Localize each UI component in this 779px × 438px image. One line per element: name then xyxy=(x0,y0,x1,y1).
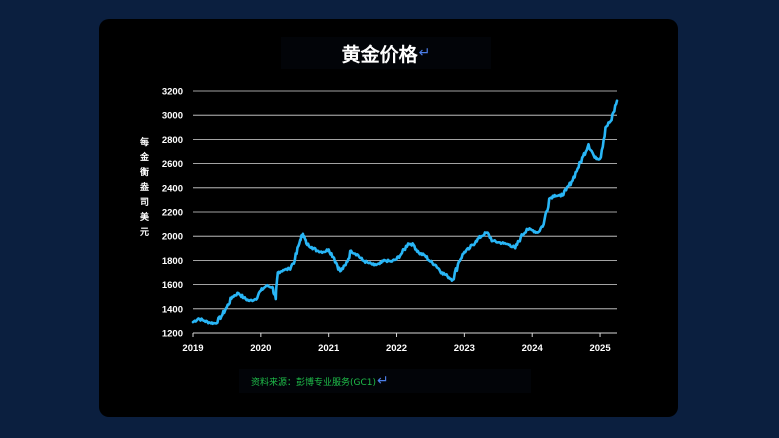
chart-card: 黄金价格 ↵ 每金衡盎司美元 1200 1400 1600 1800 2000 2200 24… xyxy=(99,19,678,417)
y-tick-label: 1600 xyxy=(162,280,183,291)
title-box: 黄金价格 ↵ xyxy=(281,37,491,69)
y-tick-label: 2200 xyxy=(162,208,183,219)
y-tick-label: 3200 xyxy=(162,87,183,98)
y-tick-label: 2400 xyxy=(162,183,183,194)
x-tick-label: 2020 xyxy=(250,343,271,354)
x-tick-label: 2021 xyxy=(318,343,340,354)
y-tick-label: 1400 xyxy=(162,304,183,315)
y-tick-label: 2600 xyxy=(162,159,183,170)
source-return-mark-icon: ↵ xyxy=(377,373,389,389)
return-mark-icon: ↵ xyxy=(418,45,431,61)
y-tick-label: 1200 xyxy=(162,329,183,340)
y-tick-label: 3000 xyxy=(162,111,183,122)
y-tick-label: 2800 xyxy=(162,135,183,146)
x-tick-label: 2019 xyxy=(182,343,203,354)
x-tick-label: 2024 xyxy=(522,343,544,354)
source-box: 资料来源：彭博专业服务(GC1) ↵ xyxy=(239,369,531,393)
source-note: 资料来源：彭博专业服务(GC1) xyxy=(251,377,377,388)
x-tick-label: 2025 xyxy=(589,343,611,354)
chart-title: 黄金价格 xyxy=(341,43,418,66)
x-tick-label: 2022 xyxy=(386,343,407,354)
y-axis-label: 每金衡盎司美元 xyxy=(138,137,148,242)
series-line xyxy=(191,99,619,326)
x-tick-label: 2023 xyxy=(454,343,475,354)
y-tick-label: 1800 xyxy=(162,256,183,267)
gold-price-chart: 1200 1400 1600 1800 2000 2200 2400 2600 2800 3000… xyxy=(162,87,619,354)
y-tick-label: 2000 xyxy=(162,232,183,243)
